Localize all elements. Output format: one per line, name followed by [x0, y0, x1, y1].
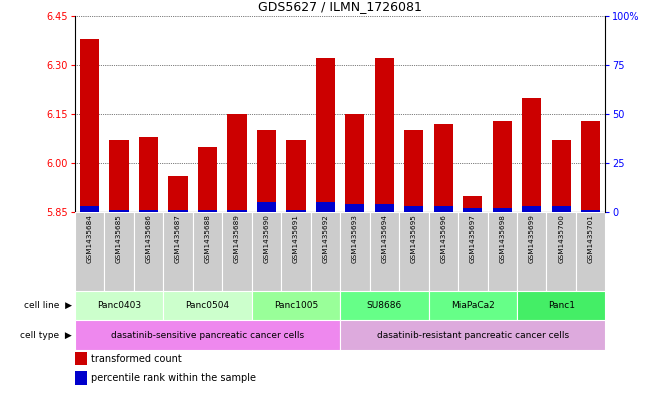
Text: GSM1435687: GSM1435687: [175, 215, 181, 263]
Text: Panc0504: Panc0504: [186, 301, 230, 310]
Text: GSM1435700: GSM1435700: [558, 215, 564, 263]
Text: dasatinib-sensitive pancreatic cancer cells: dasatinib-sensitive pancreatic cancer ce…: [111, 331, 304, 340]
Text: SU8686: SU8686: [367, 301, 402, 310]
Bar: [163, 212, 193, 291]
Bar: [109, 140, 129, 212]
Bar: [404, 130, 423, 212]
Text: MiaPaCa2: MiaPaCa2: [451, 301, 495, 310]
Bar: [551, 206, 571, 212]
Bar: [522, 97, 542, 212]
Bar: [75, 320, 340, 350]
Bar: [311, 212, 340, 291]
Bar: [517, 212, 546, 291]
Bar: [109, 210, 129, 212]
Text: Panc1005: Panc1005: [274, 301, 318, 310]
Text: GSM1435698: GSM1435698: [499, 215, 505, 263]
Text: GSM1435688: GSM1435688: [204, 215, 210, 263]
Bar: [404, 206, 423, 212]
Text: GSM1435693: GSM1435693: [352, 215, 358, 263]
Bar: [286, 210, 305, 212]
Bar: [257, 130, 276, 212]
Bar: [75, 352, 87, 365]
Bar: [198, 147, 217, 212]
Bar: [428, 291, 517, 320]
Text: GSM1435697: GSM1435697: [470, 215, 476, 263]
Bar: [139, 210, 158, 212]
Bar: [345, 204, 365, 212]
Text: percentile rank within the sample: percentile rank within the sample: [91, 373, 256, 384]
Bar: [286, 140, 305, 212]
Bar: [517, 291, 605, 320]
Bar: [80, 206, 99, 212]
Bar: [75, 291, 163, 320]
Text: GSM1435695: GSM1435695: [411, 215, 417, 263]
Bar: [316, 202, 335, 212]
Text: cell line  ▶: cell line ▶: [23, 301, 72, 310]
Bar: [581, 210, 600, 212]
Text: GSM1435684: GSM1435684: [87, 215, 92, 263]
Bar: [375, 204, 394, 212]
Bar: [163, 291, 252, 320]
Bar: [257, 202, 276, 212]
Text: Panc1: Panc1: [547, 301, 575, 310]
Text: GSM1435694: GSM1435694: [381, 215, 387, 263]
Bar: [345, 114, 365, 212]
Bar: [370, 212, 399, 291]
Bar: [434, 124, 453, 212]
Bar: [75, 371, 87, 385]
Bar: [340, 320, 605, 350]
Bar: [169, 210, 187, 212]
Text: Panc0403: Panc0403: [97, 301, 141, 310]
Bar: [227, 210, 247, 212]
Bar: [340, 212, 370, 291]
Text: GSM1435701: GSM1435701: [588, 215, 594, 263]
Text: GSM1435690: GSM1435690: [264, 215, 270, 263]
Text: GSM1435689: GSM1435689: [234, 215, 240, 263]
Bar: [522, 206, 542, 212]
Bar: [434, 206, 453, 212]
Text: GSM1435685: GSM1435685: [116, 215, 122, 263]
Text: GSM1435692: GSM1435692: [322, 215, 328, 263]
Bar: [551, 140, 571, 212]
Bar: [193, 212, 222, 291]
Text: GSM1435686: GSM1435686: [146, 215, 152, 263]
Bar: [340, 291, 428, 320]
Text: transformed count: transformed count: [91, 354, 182, 364]
Bar: [252, 212, 281, 291]
Title: GDS5627 / ILMN_1726081: GDS5627 / ILMN_1726081: [258, 0, 422, 13]
Bar: [488, 212, 517, 291]
Bar: [80, 39, 99, 212]
Text: GSM1435696: GSM1435696: [440, 215, 447, 263]
Bar: [222, 212, 252, 291]
Text: cell type  ▶: cell type ▶: [20, 331, 72, 340]
Text: dasatinib-resistant pancreatic cancer cells: dasatinib-resistant pancreatic cancer ce…: [377, 331, 569, 340]
Bar: [227, 114, 247, 212]
Bar: [464, 196, 482, 212]
Bar: [75, 212, 104, 291]
Bar: [252, 291, 340, 320]
Bar: [134, 212, 163, 291]
Bar: [281, 212, 311, 291]
Bar: [198, 210, 217, 212]
Bar: [104, 212, 134, 291]
Bar: [493, 208, 512, 212]
Bar: [458, 212, 488, 291]
Bar: [576, 212, 605, 291]
Bar: [428, 212, 458, 291]
Bar: [464, 208, 482, 212]
Bar: [375, 58, 394, 212]
Bar: [316, 58, 335, 212]
Bar: [399, 212, 428, 291]
Bar: [169, 176, 187, 212]
Text: GSM1435691: GSM1435691: [293, 215, 299, 263]
Text: GSM1435699: GSM1435699: [529, 215, 534, 263]
Bar: [139, 137, 158, 212]
Bar: [546, 212, 576, 291]
Bar: [581, 121, 600, 212]
Bar: [493, 121, 512, 212]
